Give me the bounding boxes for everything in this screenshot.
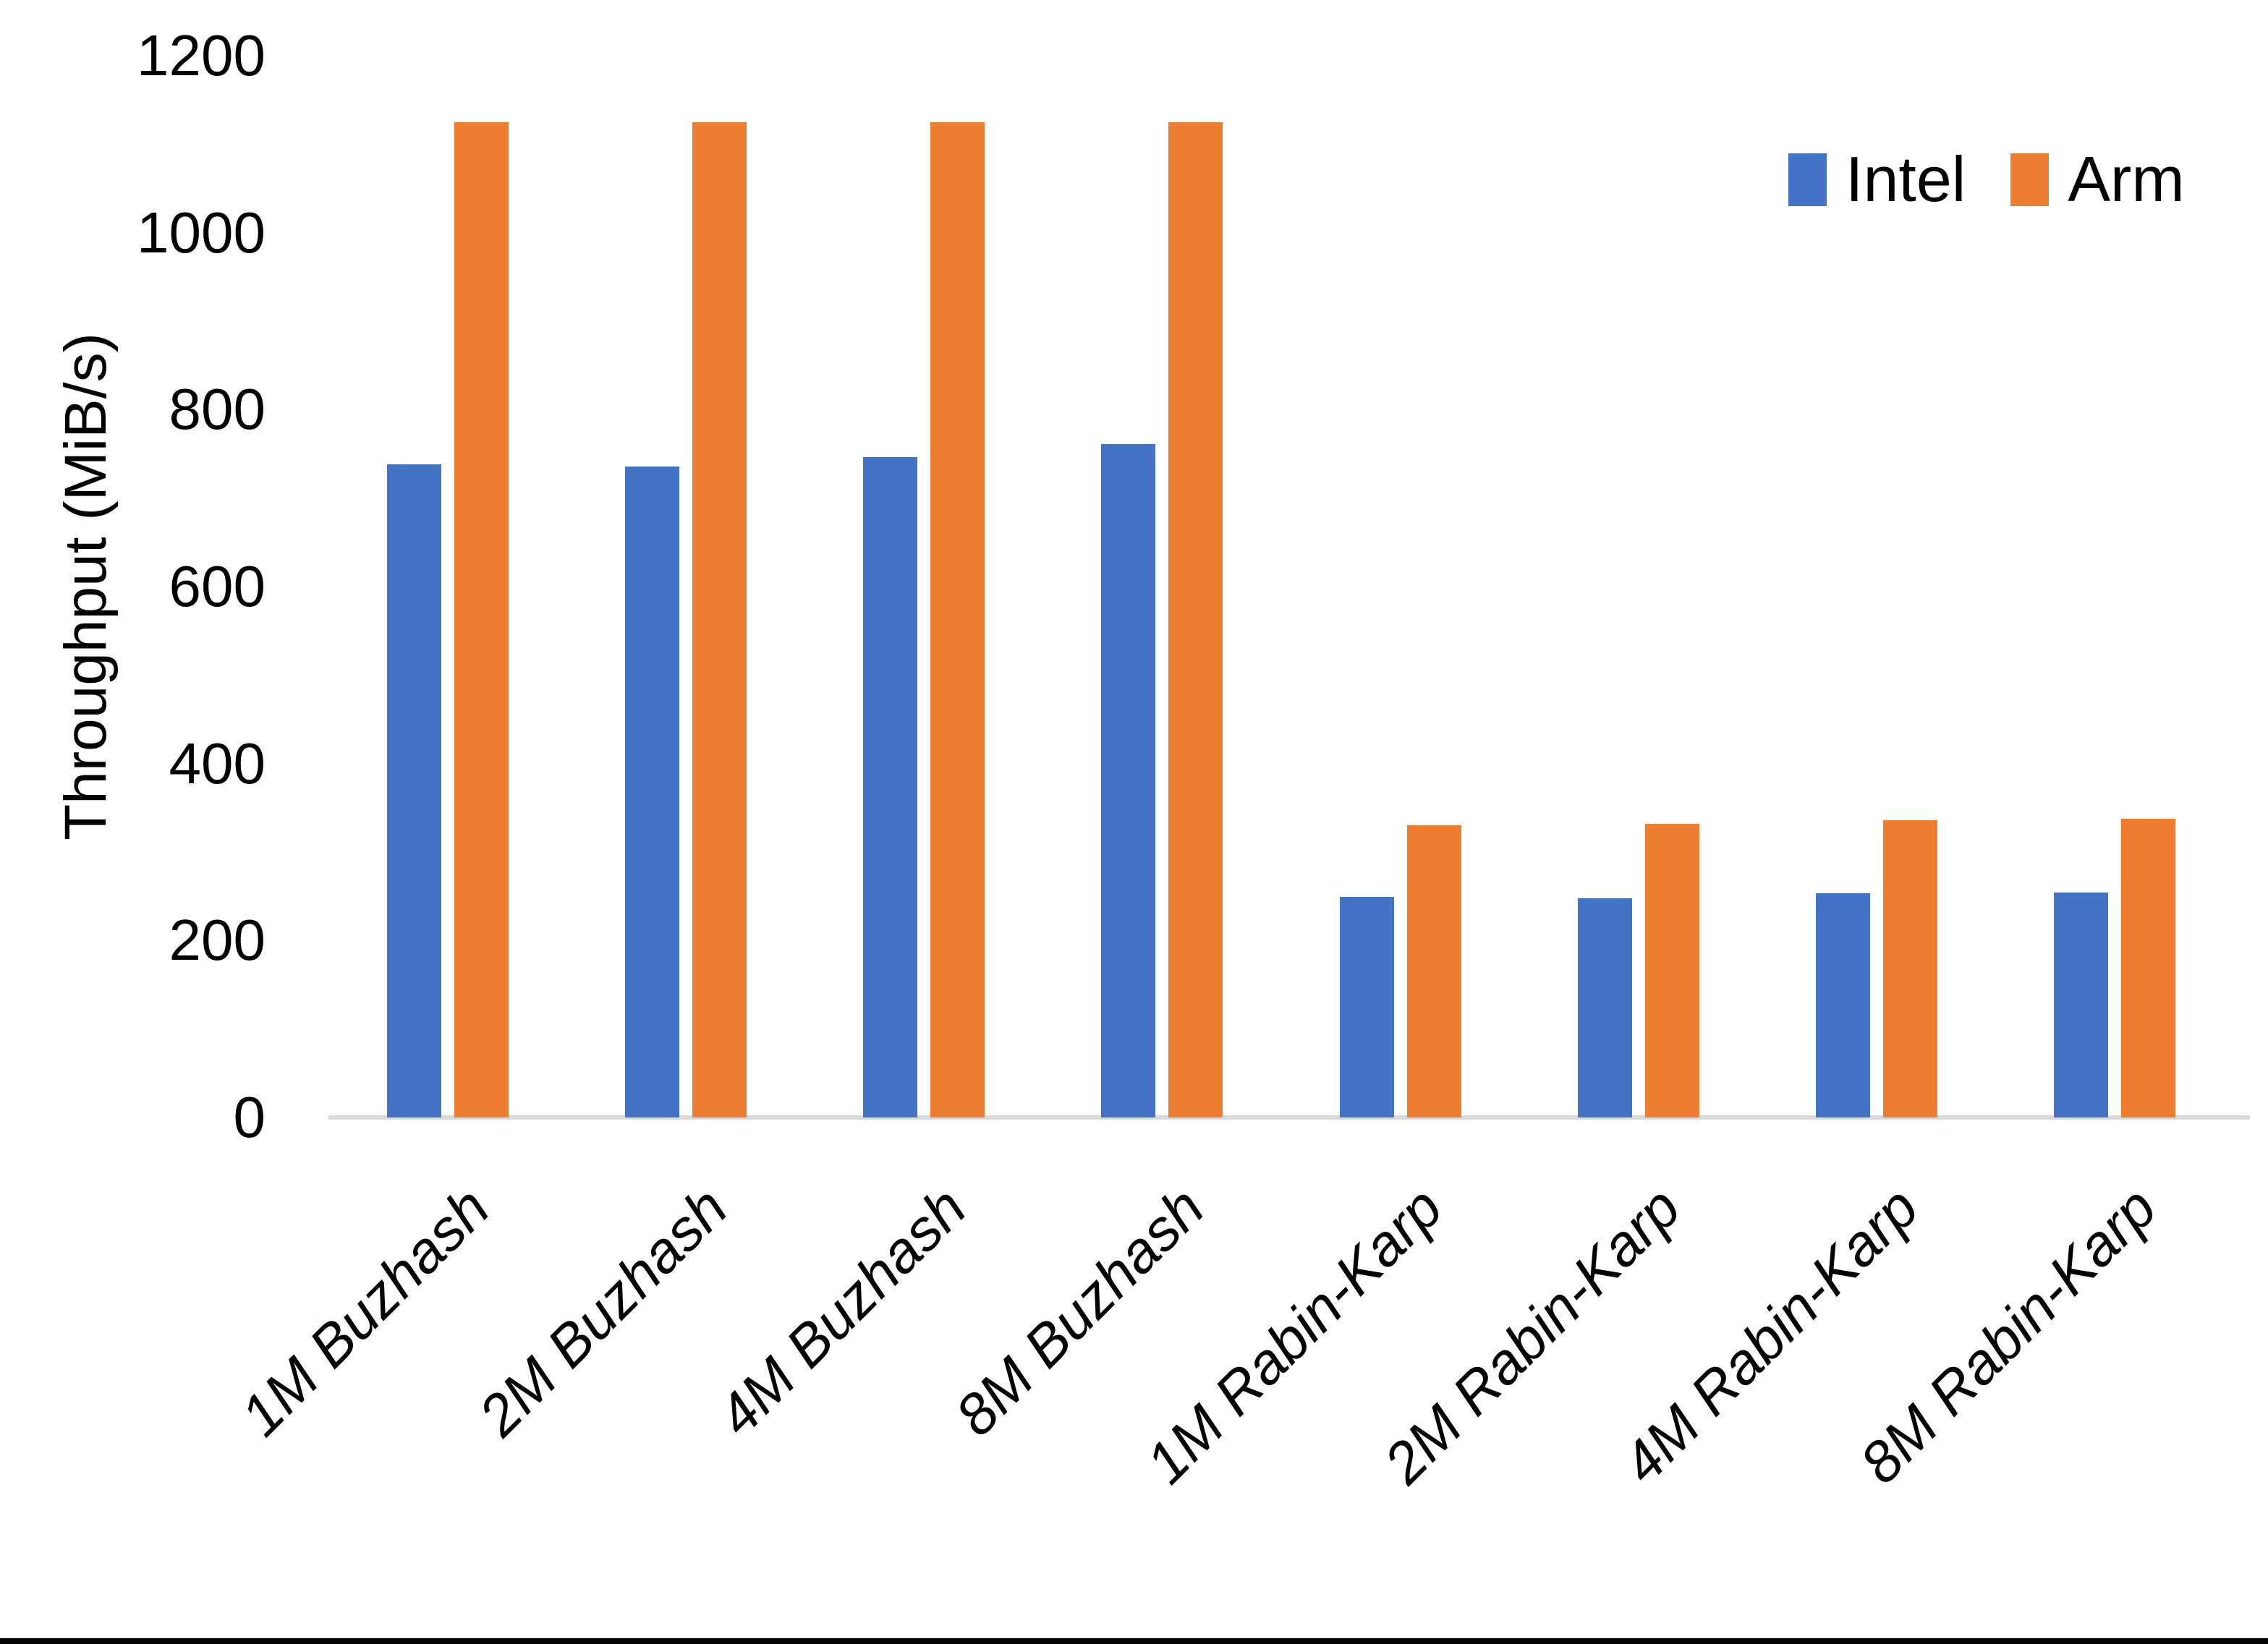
slide-bottom-border xyxy=(0,1638,2268,1644)
arm-series-swatch-icon xyxy=(2010,153,2050,206)
bar-intel-2m-rabin-karp xyxy=(1578,898,1632,1117)
bar-intel-2m-buzhash xyxy=(625,467,679,1117)
y-tick-label-200: 200 xyxy=(169,908,266,973)
x-tick-label-8m-buzhash: 8M Buzhash xyxy=(943,1175,1216,1448)
bar-arm-1m-rabin-karp xyxy=(1407,825,1461,1117)
y-axis-title: Throughput (MiB/s) xyxy=(53,333,119,840)
y-tick-label-800: 800 xyxy=(169,377,266,442)
bar-arm-1m-buzhash xyxy=(454,122,509,1117)
bar-arm-8m-buzhash xyxy=(1168,122,1223,1117)
bar-intel-1m-rabin-karp xyxy=(1340,897,1394,1117)
bar-arm-4m-buzhash xyxy=(930,122,985,1117)
bar-intel-8m-buzhash xyxy=(1101,444,1155,1117)
bar-arm-8m-rabin-karp xyxy=(2121,819,2175,1117)
legend-item-arm: Arm xyxy=(2010,143,2185,215)
bar-intel-4m-buzhash xyxy=(863,457,917,1117)
bar-arm-2m-rabin-karp xyxy=(1645,824,1699,1117)
bar-arm-4m-rabin-karp xyxy=(1883,820,1937,1117)
y-tick-label-600: 600 xyxy=(169,554,266,618)
y-tick-label-1000: 1000 xyxy=(137,200,266,265)
bar-intel-4m-rabin-karp xyxy=(1816,893,1870,1117)
x-tick-label-4m-buzhash: 4M Buzhash xyxy=(705,1175,978,1448)
legend: Intel Arm xyxy=(1788,148,2185,211)
bar-intel-1m-buzhash xyxy=(387,464,441,1117)
legend-label-arm: Arm xyxy=(2068,143,2185,215)
legend-label-intel: Intel xyxy=(1846,143,1966,215)
y-tick-label-1200: 1200 xyxy=(137,23,266,88)
intel-series-swatch-icon xyxy=(1788,153,1827,206)
x-tick-label-1m-buzhash: 1M Buzhash xyxy=(229,1175,502,1448)
legend-item-intel: Intel xyxy=(1788,148,1966,211)
y-tick-label-0: 0 xyxy=(233,1085,266,1149)
x-axis-line xyxy=(328,1115,2250,1120)
bar-intel-8m-rabin-karp xyxy=(2054,893,2108,1117)
x-tick-label-2m-buzhash: 2M Buzhash xyxy=(467,1175,740,1448)
y-tick-label-400: 400 xyxy=(169,731,266,796)
bar-arm-2m-buzhash xyxy=(692,122,747,1117)
